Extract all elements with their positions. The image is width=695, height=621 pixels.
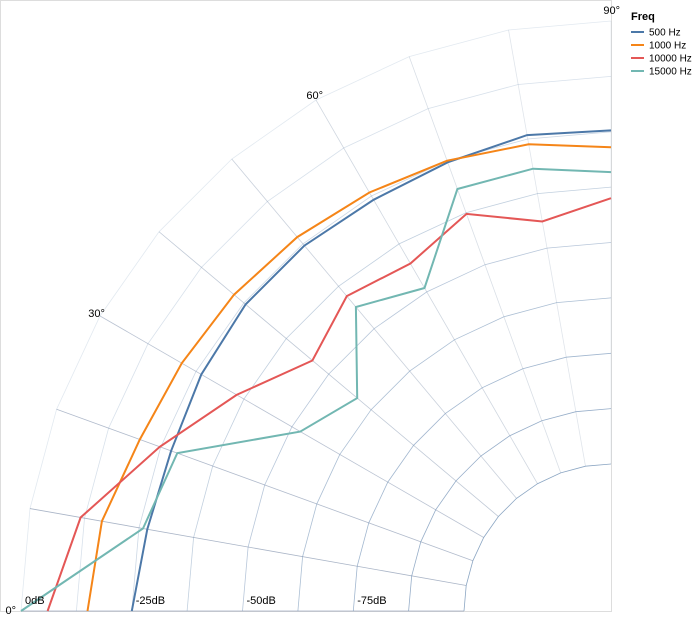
legend: Freq 500 Hz 1000 Hz 10000 Hz 15000 Hz xyxy=(631,11,692,78)
radial-tick-label: 0dB xyxy=(25,595,45,607)
radius-gridring xyxy=(20,20,612,612)
plot-frame xyxy=(0,0,612,612)
radial-tick-label: -25dB xyxy=(136,595,165,607)
angular-grid xyxy=(21,21,612,612)
series-line-1000-hz xyxy=(86,143,612,612)
legend-title: Freq xyxy=(631,11,655,23)
series-line-15000-hz xyxy=(20,167,612,612)
legend-label: 10000 Hz xyxy=(649,54,692,65)
series-line-500-hz xyxy=(130,129,612,612)
angle-tick-label: 90° xyxy=(603,5,620,17)
radius-gridring xyxy=(186,186,612,612)
series-line-10000-hz xyxy=(46,197,612,612)
radius-gridring xyxy=(242,242,612,612)
tick-labels: 0dB -25dB -50dB -75dB 0° 30° 60° 90° xyxy=(5,5,620,617)
radial-tick-label: -75dB xyxy=(357,595,386,607)
radius-gridring xyxy=(463,463,612,612)
radius-gridring xyxy=(131,131,612,612)
legend-label: 15000 Hz xyxy=(649,67,692,78)
angle-tick-label: 60° xyxy=(306,90,323,102)
radius-gridring xyxy=(297,297,612,612)
legend-label: 1000 Hz xyxy=(649,41,686,52)
radial-grid-rings xyxy=(20,20,612,612)
radius-gridring xyxy=(352,352,612,612)
series-lines xyxy=(20,129,612,612)
radius-gridring xyxy=(408,408,612,612)
radial-tick-label: -50dB xyxy=(247,595,276,607)
angle-tick-label: 30° xyxy=(88,308,105,320)
angle-tick-label: 0° xyxy=(5,605,16,617)
radius-gridring xyxy=(76,76,612,612)
legend-label: 500 Hz xyxy=(649,28,681,39)
